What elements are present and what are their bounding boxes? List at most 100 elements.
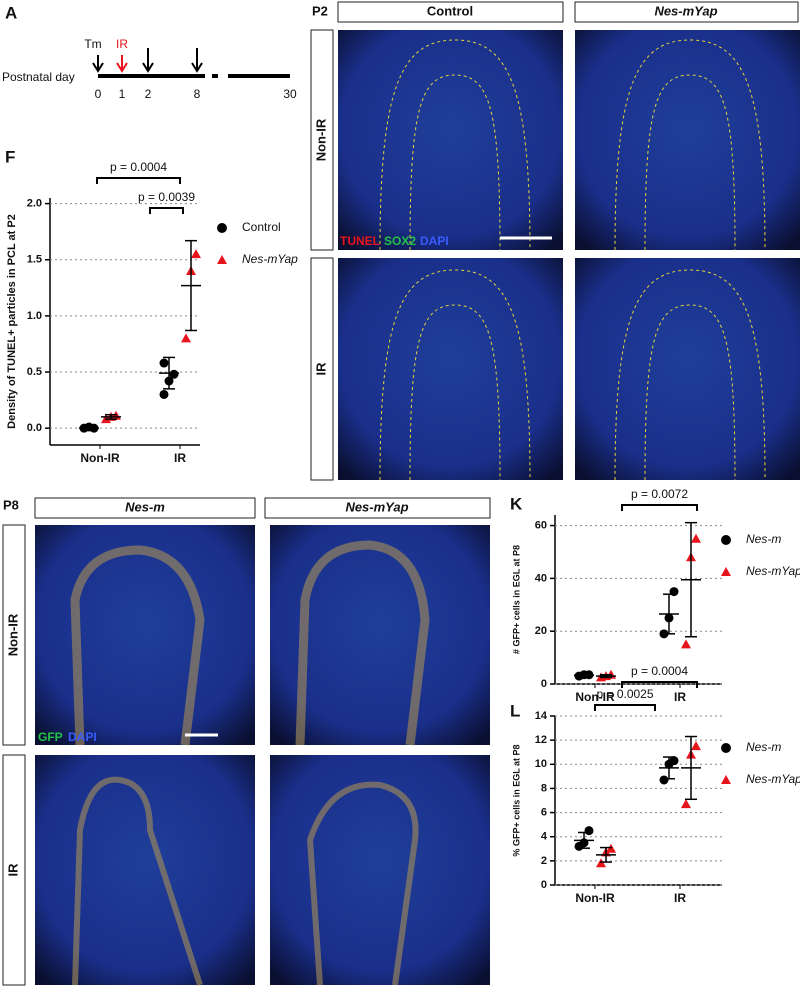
significance-bracket xyxy=(621,504,698,511)
arrow xyxy=(116,55,128,73)
x-tick-label: IR xyxy=(674,891,686,905)
panel-letter: K xyxy=(510,494,523,513)
y-tick-label: 1.0 xyxy=(27,310,42,322)
significance-bracket xyxy=(96,177,181,184)
legend-label: Nes-m xyxy=(746,532,781,546)
legend-marker xyxy=(721,743,731,753)
y-tick-label: 0 xyxy=(541,879,547,891)
significance-bracket xyxy=(621,681,698,688)
y-axis-label: # GFP+ cells in EGL at P8 xyxy=(511,545,521,654)
y-tick-label: 2 xyxy=(541,855,547,867)
legend-marker xyxy=(217,255,227,264)
micrograph xyxy=(575,258,800,480)
y-tick-label: 14 xyxy=(535,710,548,722)
column-header-box xyxy=(264,497,491,519)
stain-label: TUNEL xyxy=(340,234,380,248)
legend-marker xyxy=(721,775,731,784)
data-point xyxy=(691,533,701,543)
y-tick-label: 1.5 xyxy=(27,254,42,266)
legend-label: Control xyxy=(242,220,281,234)
p2-panel: P2 Control Nes-mYap Non-IR IR TUNEL SOX2… xyxy=(310,1,800,481)
data-point xyxy=(159,389,169,399)
micrograph xyxy=(270,755,490,985)
row-header: IR xyxy=(5,863,20,877)
y-tick-label: 12 xyxy=(535,734,547,746)
arrow xyxy=(191,48,203,73)
legend-label: Nes-mYap xyxy=(746,564,800,578)
column-header: Control xyxy=(427,3,473,18)
data-point xyxy=(659,775,669,785)
p-value: p = 0.0025 xyxy=(596,687,653,701)
stage-label: P2 xyxy=(312,3,328,18)
panel-letter: F xyxy=(5,147,15,166)
data-point xyxy=(681,799,691,809)
timeline-label: Postnatal day xyxy=(2,70,75,84)
y-axis-label: Density of TUNEL+ particles in PCL at P2 xyxy=(6,214,18,429)
y-tick-label: 10 xyxy=(535,758,547,770)
stain-label: SOX2 xyxy=(384,234,416,248)
y-tick-label: 20 xyxy=(535,625,547,637)
outline xyxy=(379,269,531,481)
micrograph xyxy=(338,30,563,250)
x-tick-label: IR xyxy=(174,451,186,465)
arrow xyxy=(92,55,104,73)
column-header: Nes-m xyxy=(125,499,165,514)
timeline: Postnatal day 0 1 2 8 30 Tm IR xyxy=(2,37,297,101)
data-point xyxy=(584,826,594,836)
micrograph xyxy=(35,525,255,745)
panel-letter: A xyxy=(5,3,17,22)
column-header-box xyxy=(337,1,564,23)
stain-label: DAPI xyxy=(420,234,449,248)
x-tick-label: Non-IR xyxy=(575,891,615,905)
legend-marker xyxy=(721,535,731,545)
day-label: 2 xyxy=(145,87,152,101)
y-tick-label: 0.0 xyxy=(27,422,42,434)
event-label: Tm xyxy=(84,37,101,51)
row-header-box xyxy=(2,754,26,986)
row-header: IR xyxy=(313,362,328,376)
legend-marker xyxy=(217,223,227,233)
data-point xyxy=(669,756,679,766)
data-point xyxy=(181,333,191,343)
legend-label: Nes-mYap xyxy=(242,252,298,266)
p8-panel: P8 Nes-m Nes-mYap Non-IR IR GFP DAPI xyxy=(2,497,491,986)
data-point xyxy=(159,358,169,368)
outline xyxy=(306,781,419,986)
event-label: IR xyxy=(116,37,128,51)
significance-bracket xyxy=(149,207,184,214)
y-tick-label: 0.5 xyxy=(27,366,42,378)
outline xyxy=(379,39,531,251)
panel-letter: L xyxy=(510,701,520,720)
day-label: 0 xyxy=(95,87,102,101)
y-tick-label: 40 xyxy=(535,572,547,584)
legend-label: Nes-mYap xyxy=(746,772,800,786)
legend-marker xyxy=(721,567,731,576)
row-header-box xyxy=(2,524,26,746)
row-header-box xyxy=(310,257,334,481)
p-value: p = 0.0039 xyxy=(138,190,195,204)
row-header: Non-IR xyxy=(5,613,20,656)
data-point xyxy=(169,369,179,379)
outline xyxy=(70,545,205,746)
legend-label: Nes-m xyxy=(746,740,781,754)
x-tick-label: IR xyxy=(674,690,686,704)
y-tick-label: 6 xyxy=(541,806,547,818)
column-header-box xyxy=(34,497,256,519)
stain-label: DAPI xyxy=(68,730,97,744)
y-tick-label: 4 xyxy=(541,831,548,843)
row-header: Non-IR xyxy=(313,118,328,161)
p-value: p = 0.0004 xyxy=(110,160,167,174)
y-tick-label: 60 xyxy=(535,519,547,531)
outline xyxy=(295,540,430,746)
y-axis-label: % GFP+ cells in EGL at P8 xyxy=(511,744,521,856)
data-point xyxy=(681,639,691,649)
data-point xyxy=(691,741,701,751)
x-tick-label: Non-IR xyxy=(80,451,120,465)
stain-label: GFP xyxy=(38,730,63,744)
arrow xyxy=(142,48,154,73)
x-tick-label: Non-IR xyxy=(575,690,615,704)
micrograph xyxy=(338,258,563,480)
stage-label: P8 xyxy=(3,497,19,512)
y-tick-label: 0 xyxy=(541,678,547,690)
